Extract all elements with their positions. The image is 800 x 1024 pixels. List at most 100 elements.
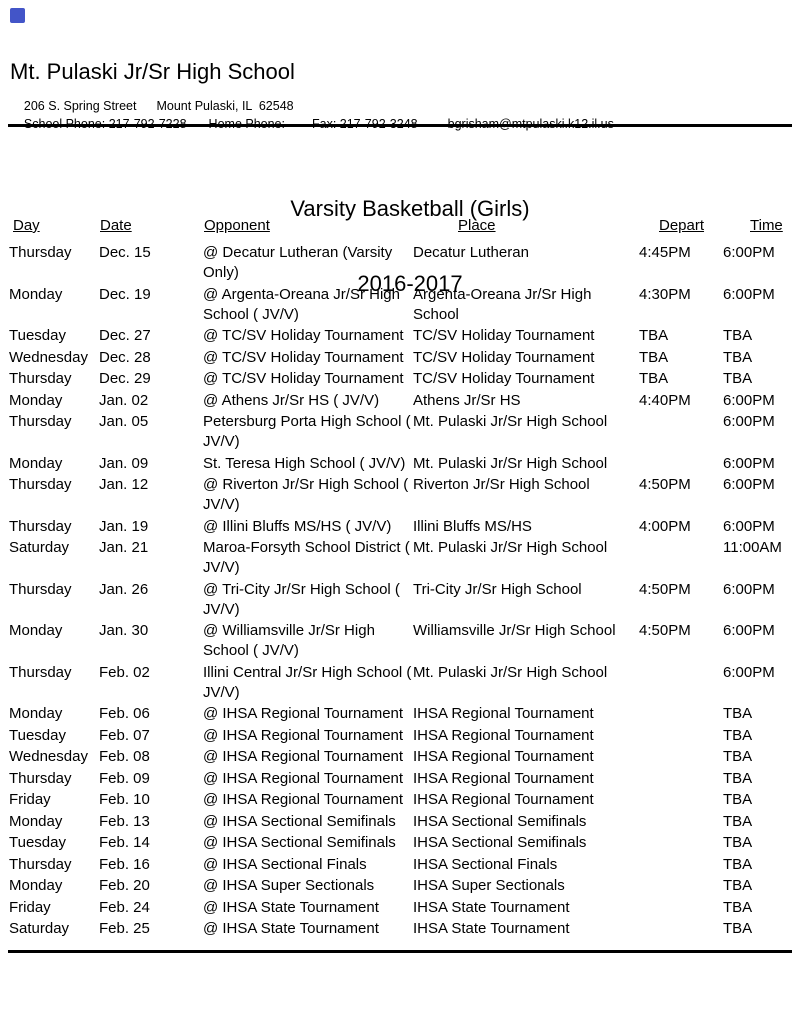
cell-day: Thursday bbox=[9, 413, 72, 430]
cell-depart: 4:50PM bbox=[639, 476, 691, 493]
cell-time: TBA bbox=[723, 812, 753, 830]
schedule-row: Wednesday Feb. 08 @ IHSA Regional Tourname… bbox=[9, 747, 800, 767]
cell-place: TC/SV Holiday Tournament bbox=[413, 348, 595, 366]
schedule-row: Monday Jan. 02 @ Athens Jr/Sr HS ( JV/V) At… bbox=[9, 391, 800, 411]
document-title: Varsity Basketball (Girls) 2016-2017 bbox=[10, 146, 800, 346]
cell-day: Monday bbox=[9, 622, 63, 639]
cell-date: Jan. 05 bbox=[99, 413, 149, 430]
cell-day: Thursday bbox=[9, 517, 72, 535]
cell-day: Thursday bbox=[9, 855, 72, 873]
schedule-row: Monday Jan. 09 St. Teresa High School ( JV… bbox=[9, 454, 800, 474]
cell-date: Feb. 07 bbox=[99, 726, 150, 744]
bottom-divider-rule bbox=[8, 950, 792, 953]
schedule-row: Monday Feb. 06 @ IHSA Regional Tournament I… bbox=[9, 704, 800, 724]
cell-opponent: @ Argenta-Oreana Jr/Sr High School ( JV/V… bbox=[203, 285, 400, 323]
cell-opponent: @ TC/SV Holiday Tournament bbox=[203, 327, 404, 344]
schedule-row: Tuesday Feb. 07 @ IHSA Regional Tournament… bbox=[9, 726, 800, 746]
cell-time: TBA bbox=[723, 705, 753, 722]
cell-day: Thursday bbox=[9, 580, 72, 598]
cell-depart: 4:50PM bbox=[639, 622, 691, 639]
cell-opponent: @ IHSA Sectional Finals bbox=[203, 855, 367, 873]
cell-time: TBA bbox=[723, 920, 753, 937]
cell-opponent: @ IHSA State Tournament bbox=[203, 920, 379, 937]
cell-time: 6:00PM bbox=[723, 580, 775, 598]
cell-place: IHSA Regional Tournament bbox=[413, 748, 594, 765]
schedule-row: Monday Feb. 20 @ IHSA Super Sectionals IHSA… bbox=[9, 876, 800, 896]
cell-date: Feb. 13 bbox=[99, 812, 150, 830]
title-line1: Varsity Basketball (Girls) bbox=[290, 196, 530, 221]
cell-opponent: @ IHSA Regional Tournament bbox=[203, 705, 404, 722]
cell-opponent: @ IHSA Sectional Semifinals bbox=[203, 834, 396, 851]
cell-day: Saturday bbox=[9, 539, 70, 556]
cell-place: IHSA Regional Tournament bbox=[413, 769, 594, 787]
cell-time: 6:00PM bbox=[723, 517, 775, 535]
schedule-row: Friday Feb. 24 @ IHSA State Tournament IHSA… bbox=[9, 898, 800, 918]
schedule-rows: Thursday Dec. 15 @ Decatur Lutheran (Varsi… bbox=[9, 243, 800, 939]
cell-day: Monday bbox=[9, 705, 63, 722]
cell-opponent: @ Riverton Jr/Sr High School (JV/V) bbox=[203, 476, 409, 513]
schedule-row: Tuesday Feb. 14 @ IHSA Sectional Semifinal… bbox=[9, 833, 800, 853]
cell-place: Decatur Lutheran bbox=[413, 244, 529, 261]
top-divider-rule bbox=[8, 124, 792, 127]
cell-place: IHSA State Tournament bbox=[413, 920, 570, 937]
cell-depart: TBA bbox=[639, 370, 669, 387]
cell-opponent: @ IHSA State Tournament bbox=[203, 898, 379, 916]
cell-place: Illini Bluffs MS/HS bbox=[413, 517, 532, 535]
schedule-row: Thursday Dec. 15 @ Decatur Lutheran (Varsi… bbox=[9, 243, 800, 283]
cell-date: Feb. 08 bbox=[99, 748, 150, 765]
cell-date: Feb. 25 bbox=[99, 920, 150, 937]
cell-time: TBA bbox=[723, 370, 753, 387]
cell-time: 6:00PM bbox=[723, 244, 775, 261]
cell-time: TBA bbox=[723, 769, 753, 787]
cell-opponent: @ Tri-City Jr/Sr High School (JV/V) bbox=[203, 580, 400, 618]
cell-time: TBA bbox=[723, 791, 753, 808]
cell-opponent: @ Athens Jr/Sr HS ( JV/V) bbox=[203, 391, 380, 409]
column-header-place: Place bbox=[458, 217, 496, 234]
cell-date: Dec. 19 bbox=[99, 285, 151, 303]
schedule-row: Friday Feb. 10 @ IHSA Regional Tournament I… bbox=[9, 790, 800, 810]
cell-opponent: @ IHSA Regional Tournament bbox=[203, 769, 404, 787]
cell-depart: 4:30PM bbox=[639, 285, 691, 303]
cell-place: IHSA State Tournament bbox=[413, 898, 570, 916]
cell-date: Dec. 27 bbox=[99, 327, 151, 344]
cell-time: TBA bbox=[723, 855, 753, 873]
column-header-date: Date bbox=[100, 217, 132, 234]
school-address: 206 S. Spring Street Mount Pulaski, IL 62… bbox=[10, 82, 294, 130]
cell-day: Monday bbox=[9, 454, 63, 472]
column-header-depart: Depart bbox=[659, 217, 705, 234]
schedule-row: Tuesday Dec. 27 @ TC/SV Holiday Tournament… bbox=[9, 326, 800, 346]
schedule-row: Monday Dec. 19 @ Argenta-Oreana Jr/Sr High… bbox=[9, 285, 800, 325]
cell-day: Wednesday bbox=[9, 348, 88, 366]
schedule-row: Thursday Feb. 16 @ IHSA Sectional Finals IH… bbox=[9, 855, 800, 875]
column-header-day: Day bbox=[13, 217, 40, 234]
cell-opponent: Maroa-Forsyth School District (JV/V) bbox=[203, 539, 410, 576]
cell-day: Thursday bbox=[9, 370, 72, 387]
cell-date: Jan. 02 bbox=[99, 391, 149, 409]
cell-opponent: @ Williamsville Jr/Sr High School ( JV/V) bbox=[203, 622, 375, 659]
cell-day: Friday bbox=[9, 898, 51, 916]
cell-opponent: @ IHSA Super Sectionals bbox=[203, 877, 375, 894]
cell-place: Argenta-Oreana Jr/Sr High School bbox=[413, 285, 592, 323]
cell-day: Wednesday bbox=[9, 748, 88, 765]
cell-place: IHSA Sectional Semifinals bbox=[413, 834, 587, 851]
cell-day: Thursday bbox=[9, 476, 72, 493]
cell-day: Friday bbox=[9, 791, 51, 808]
schedule-header-row: Day Date Opponent Place Depart Time bbox=[9, 216, 800, 236]
cell-day: Monday bbox=[9, 877, 63, 894]
cell-depart: 4:45PM bbox=[639, 244, 691, 261]
cell-time: 11:00AM bbox=[723, 539, 782, 556]
cell-date: Jan. 09 bbox=[99, 454, 149, 472]
cell-place: IHSA Sectional Semifinals bbox=[413, 812, 587, 830]
cell-time: 6:00PM bbox=[723, 413, 775, 430]
cell-place: Mt. Pulaski Jr/Sr High School bbox=[413, 454, 608, 472]
schedule-row: Thursday Jan. 26 @ Tri-City Jr/Sr High Sch… bbox=[9, 580, 800, 620]
cell-time: TBA bbox=[723, 877, 753, 894]
schedule-row: Thursday Dec. 29 @ TC/SV Holiday Tournamen… bbox=[9, 369, 800, 389]
cell-date: Feb. 14 bbox=[99, 834, 150, 851]
schedule-table: Day Date Opponent Place Depart Time Thur… bbox=[9, 216, 800, 941]
cell-day: Saturday bbox=[9, 920, 70, 937]
cell-place: TC/SV Holiday Tournament bbox=[413, 370, 595, 387]
cell-opponent: Petersburg Porta High School (JV/V) bbox=[203, 413, 411, 450]
cell-place: IHSA Regional Tournament bbox=[413, 705, 594, 722]
cell-time: TBA bbox=[723, 348, 753, 366]
